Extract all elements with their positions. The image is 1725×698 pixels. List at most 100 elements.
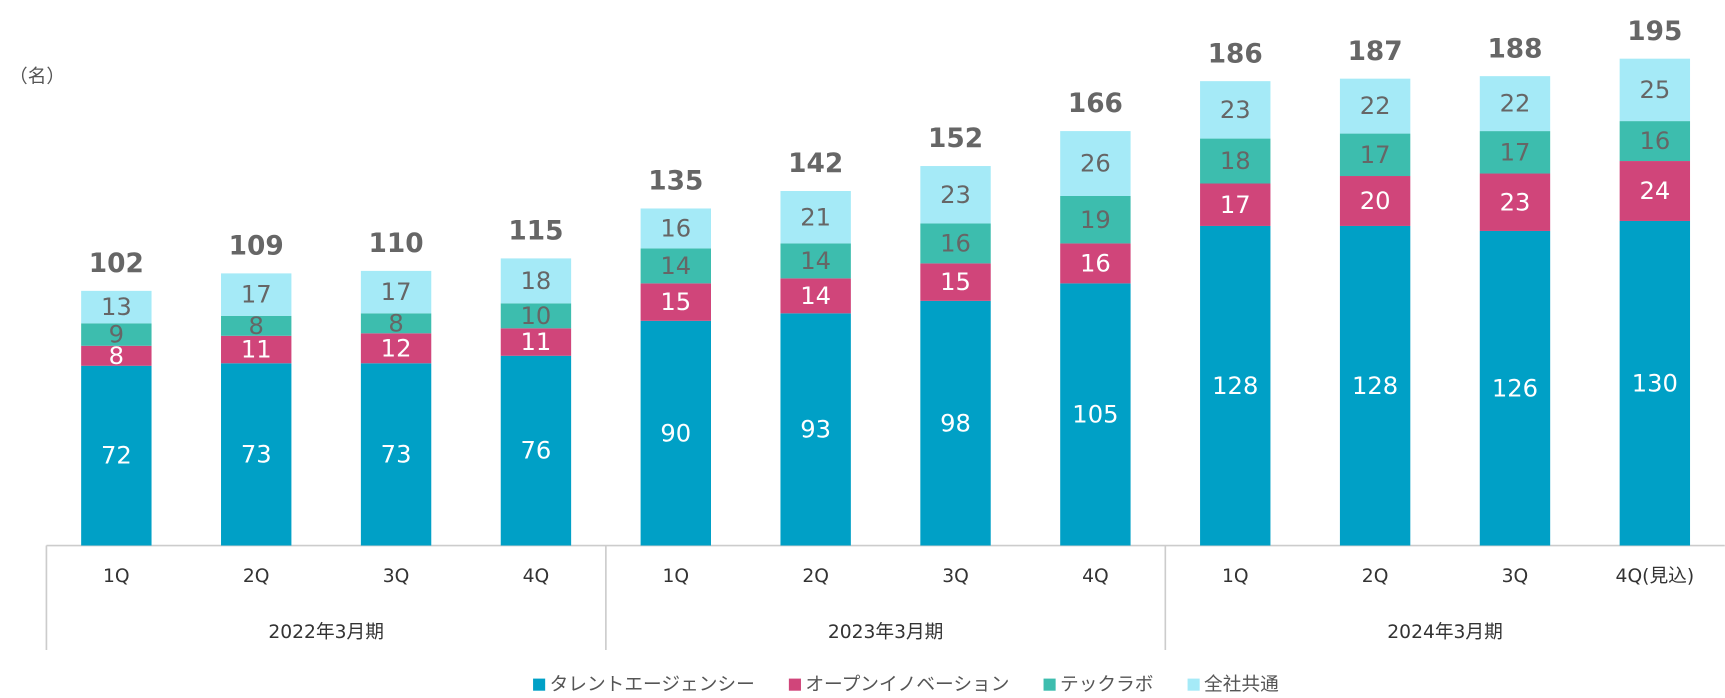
legend-label: オープンイノベーション — [805, 675, 1009, 694]
bar-segment — [1200, 183, 1271, 226]
bar-segment — [81, 323, 152, 346]
bar-segment — [360, 313, 432, 334]
legend-label: 全社共通 — [1204, 675, 1279, 694]
legend-label: タレントエージェンシー — [550, 675, 755, 694]
value-label: 128 — [1352, 372, 1398, 400]
value-label: 26 — [1080, 150, 1111, 178]
value-label: 23 — [1500, 188, 1531, 216]
bar-segment — [500, 303, 572, 329]
value-label: 93 — [800, 416, 831, 444]
bar-segment — [81, 290, 152, 324]
bar-segment — [221, 315, 292, 336]
value-label: 21 — [800, 203, 831, 231]
x-tick-label: 2Q — [1362, 566, 1389, 587]
bar-segment — [780, 190, 851, 244]
bar-segment — [221, 273, 292, 316]
total-label: 195 — [1627, 17, 1682, 47]
value-label: 17 — [1500, 138, 1531, 166]
value-label: 14 — [800, 282, 831, 310]
bar-segment — [1060, 195, 1131, 244]
bar-segment — [920, 223, 991, 264]
value-label: 76 — [521, 437, 552, 465]
bar-segment — [780, 313, 851, 546]
value-label: 18 — [521, 267, 552, 295]
x-tick-label: 3Q — [942, 566, 969, 587]
x-tick-label: 1Q — [103, 566, 130, 587]
value-label: 128 — [1212, 372, 1258, 400]
value-label: 11 — [521, 328, 552, 356]
total-label: 166 — [1068, 89, 1123, 119]
value-label: 16 — [1080, 250, 1111, 278]
group-label: 2023年3月期 — [828, 622, 944, 643]
value-label: 17 — [241, 281, 272, 309]
bar-segment — [1479, 76, 1551, 132]
bar-segment — [920, 300, 991, 546]
value-label: 12 — [381, 334, 412, 362]
bar-segment — [780, 243, 851, 279]
total-label: 187 — [1348, 37, 1403, 67]
value-label: 23 — [940, 181, 971, 209]
bar-segment — [1339, 225, 1411, 546]
total-label: 135 — [648, 167, 703, 197]
bar-segment — [1339, 176, 1411, 226]
value-label: 8 — [249, 312, 264, 340]
value-label: 17 — [381, 278, 412, 306]
value-label: 73 — [381, 440, 412, 468]
bar-segment — [1479, 173, 1551, 231]
bar-segment — [640, 283, 711, 321]
value-label: 19 — [1080, 206, 1111, 234]
bar-segment — [221, 363, 292, 546]
x-tick-label: 4Q(見込) — [1616, 566, 1695, 587]
total-label: 142 — [788, 149, 843, 179]
unit-label: （名） — [9, 66, 65, 87]
x-tick-label: 2Q — [243, 566, 270, 587]
value-label: 126 — [1492, 374, 1538, 402]
total-label: 110 — [369, 229, 424, 259]
bar-segment — [81, 365, 152, 546]
value-label: 14 — [800, 247, 831, 275]
value-label: 73 — [241, 440, 272, 468]
bar-segment — [1060, 283, 1131, 546]
value-label: 18 — [1220, 147, 1251, 175]
total-label: 115 — [508, 217, 563, 247]
value-label: 90 — [660, 419, 691, 447]
bar-segment — [640, 248, 711, 284]
group-label: 2022年3月期 — [268, 622, 384, 643]
bar-segment — [500, 355, 572, 546]
value-label: 14 — [660, 252, 691, 280]
bar-segment — [1339, 133, 1411, 177]
total-label: 109 — [229, 231, 284, 261]
bar-segment — [81, 345, 152, 366]
bar-segment — [640, 320, 711, 546]
value-label: 25 — [1639, 76, 1670, 104]
bar-segment — [920, 166, 991, 224]
value-label: 130 — [1632, 369, 1678, 397]
bar-segment — [360, 270, 432, 314]
value-label: 16 — [940, 230, 971, 258]
bar-segment — [780, 278, 851, 314]
value-label: 16 — [1639, 127, 1670, 155]
value-label: 23 — [1220, 96, 1251, 124]
total-label: 152 — [928, 124, 983, 154]
bar-segment — [1200, 225, 1271, 546]
group-label: 2024年3月期 — [1387, 622, 1503, 643]
legend-swatch — [533, 678, 546, 691]
total-label: 186 — [1208, 39, 1263, 69]
bar-segment — [920, 263, 991, 301]
value-label: 98 — [940, 409, 971, 437]
bar-segment — [1619, 58, 1691, 122]
legend-swatch — [1187, 678, 1200, 691]
value-label: 15 — [940, 268, 971, 296]
x-tick-label: 1Q — [662, 566, 689, 587]
bar-segment — [1200, 81, 1271, 139]
bar-segment — [1339, 78, 1411, 134]
bar-segment — [1619, 220, 1691, 546]
bar-segment — [1060, 243, 1131, 284]
value-label: 15 — [660, 288, 691, 316]
value-label: 20 — [1360, 187, 1391, 215]
value-label: 22 — [1500, 90, 1531, 118]
legend-swatch — [1043, 678, 1056, 691]
bar-segment — [221, 335, 292, 364]
bar-segment — [500, 258, 572, 304]
